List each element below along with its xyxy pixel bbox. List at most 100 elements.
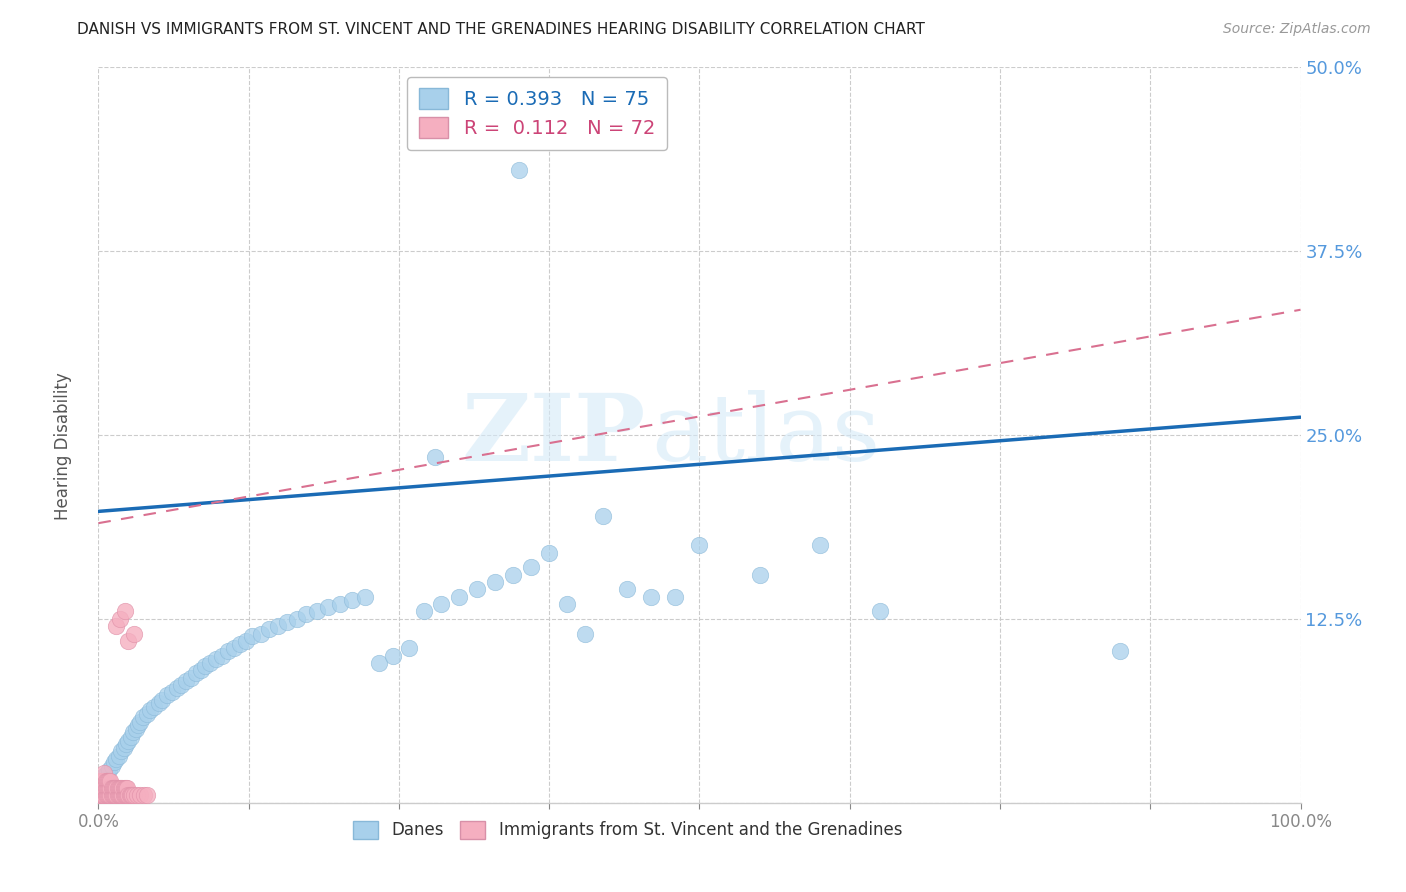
- Point: [105, 781, 128, 796]
- Point: [98, 764, 121, 778]
- Point: [340, 592, 363, 607]
- Point: [129, 789, 152, 803]
- Point: [174, 673, 197, 688]
- Point: [398, 641, 420, 656]
- Point: [150, 692, 173, 706]
- Point: [135, 707, 157, 722]
- Point: [94, 773, 117, 788]
- Point: [103, 789, 125, 803]
- Point: [108, 748, 131, 763]
- Point: [616, 582, 638, 597]
- Point: [120, 789, 142, 803]
- Point: [508, 163, 530, 178]
- Point: [484, 575, 506, 590]
- Point: [94, 789, 117, 803]
- Point: [520, 560, 543, 574]
- Point: [110, 744, 132, 758]
- Point: [108, 781, 131, 796]
- Point: [101, 789, 124, 803]
- Point: [664, 590, 686, 604]
- Point: [107, 789, 129, 803]
- Point: [224, 641, 246, 656]
- Point: [118, 789, 141, 803]
- Point: [108, 612, 131, 626]
- Point: [117, 633, 139, 648]
- Point: [91, 781, 114, 796]
- Point: [91, 773, 114, 788]
- Point: [574, 626, 596, 640]
- Point: [111, 789, 134, 803]
- Point: [307, 605, 329, 619]
- Point: [430, 597, 453, 611]
- Point: [117, 789, 139, 803]
- Point: [115, 737, 138, 751]
- Point: [97, 773, 120, 788]
- Point: [89, 781, 111, 796]
- Point: [103, 755, 125, 769]
- Point: [98, 789, 121, 803]
- Point: [112, 741, 135, 756]
- Point: [555, 597, 578, 611]
- Point: [139, 703, 162, 717]
- Text: Source: ZipAtlas.com: Source: ZipAtlas.com: [1223, 22, 1371, 37]
- Point: [96, 773, 118, 788]
- Text: DANISH VS IMMIGRANTS FROM ST. VINCENT AND THE GRENADINES HEARING DISABILITY CORR: DANISH VS IMMIGRANTS FROM ST. VINCENT AN…: [77, 22, 925, 37]
- Point: [211, 648, 233, 663]
- Point: [640, 590, 662, 604]
- Point: [90, 781, 112, 796]
- Point: [132, 789, 155, 803]
- Point: [180, 671, 202, 685]
- Point: [98, 773, 121, 788]
- Point: [808, 538, 831, 552]
- Text: Hearing Disability: Hearing Disability: [55, 372, 72, 520]
- Point: [329, 597, 352, 611]
- Point: [112, 781, 135, 796]
- Point: [101, 781, 124, 796]
- Point: [869, 605, 891, 619]
- Point: [447, 590, 470, 604]
- Point: [89, 773, 111, 788]
- Point: [94, 781, 117, 796]
- Point: [166, 681, 188, 695]
- Point: [285, 612, 308, 626]
- Point: [100, 781, 122, 796]
- Point: [100, 773, 122, 788]
- Point: [108, 781, 131, 796]
- Text: ZIP: ZIP: [461, 390, 645, 480]
- Point: [235, 633, 257, 648]
- Point: [316, 600, 339, 615]
- Point: [91, 789, 114, 803]
- Point: [96, 781, 118, 796]
- Point: [127, 718, 149, 732]
- Point: [110, 781, 132, 796]
- Point: [381, 648, 404, 663]
- Point: [117, 734, 139, 748]
- Point: [688, 538, 710, 552]
- Point: [249, 626, 271, 640]
- Point: [105, 789, 128, 803]
- Point: [96, 789, 118, 803]
- Point: [135, 789, 157, 803]
- Point: [105, 619, 128, 633]
- Point: [122, 725, 145, 739]
- Point: [98, 781, 121, 796]
- Point: [266, 619, 288, 633]
- Point: [117, 789, 139, 803]
- Point: [110, 789, 132, 803]
- Point: [108, 789, 131, 803]
- Point: [367, 656, 389, 670]
- Point: [148, 696, 170, 710]
- Point: [184, 666, 207, 681]
- Point: [112, 789, 135, 803]
- Point: [132, 710, 155, 724]
- Point: [91, 773, 114, 788]
- Point: [108, 789, 131, 803]
- Point: [124, 626, 146, 640]
- Point: [114, 781, 136, 796]
- Point: [1109, 644, 1132, 658]
- Point: [89, 789, 111, 803]
- Point: [104, 781, 127, 796]
- Point: [465, 582, 488, 597]
- Point: [295, 607, 318, 622]
- Point: [276, 615, 298, 629]
